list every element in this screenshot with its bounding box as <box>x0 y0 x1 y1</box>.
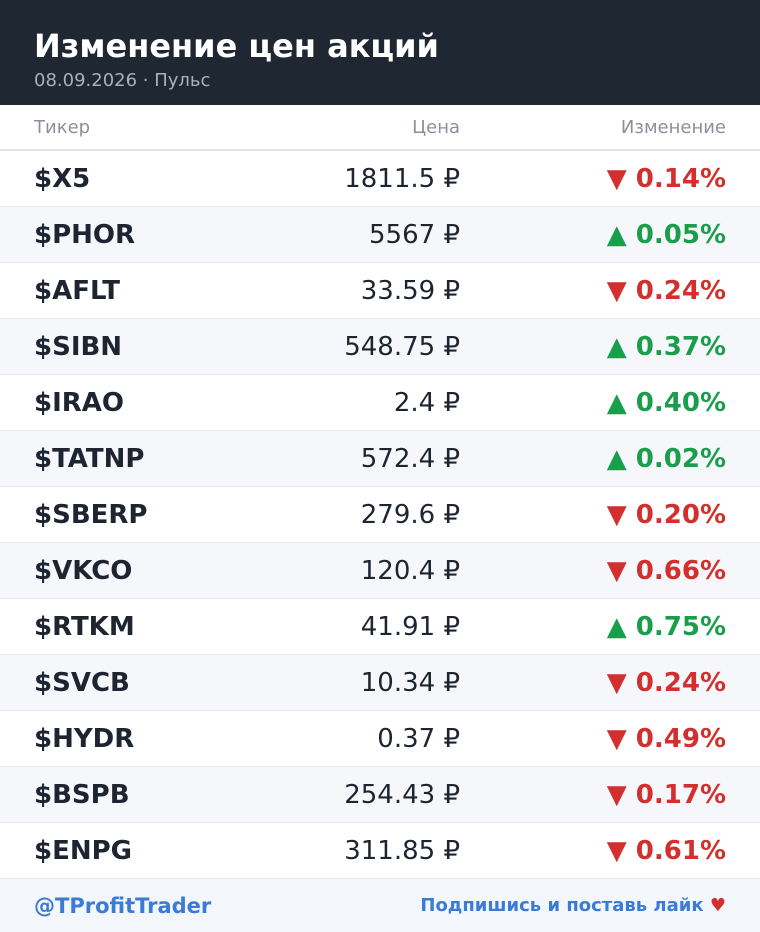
table-row: $SVCB 10.34 ₽ ▼ 0.24% <box>0 655 760 711</box>
ticker: $X5 <box>34 163 91 194</box>
ticker: $VKCO <box>34 555 133 586</box>
change-arrow: ▲ <box>606 219 627 250</box>
change-value: 0.40% <box>635 387 726 418</box>
change-arrow: ▼ <box>606 835 627 866</box>
column-header: Цена <box>412 116 460 138</box>
table-row: $ENPG 311.85 ₽ ▼ 0.61% <box>0 823 760 879</box>
change-value: 0.37% <box>635 331 726 362</box>
price: 311.85 ₽ <box>344 835 460 866</box>
header: Изменение цен акций 08.09.2026 · Пульс <box>0 0 760 105</box>
table-row: $HYDR 0.37 ₽ ▼ 0.49% <box>0 711 760 767</box>
change-arrow: ▼ <box>606 667 627 698</box>
subtitle: 08.09.2026 · Пульс <box>34 70 211 91</box>
change-arrow: ▼ <box>606 163 627 194</box>
change-value: 0.14% <box>635 163 726 194</box>
table-row: $SBERP 279.6 ₽ ▼ 0.20% <box>0 487 760 543</box>
price: 254.43 ₽ <box>344 779 460 810</box>
change-arrow: ▲ <box>606 611 627 642</box>
change-value: 0.75% <box>635 611 726 642</box>
change: ▲ 0.75% <box>460 612 726 642</box>
change: ▲ 0.02% <box>460 444 726 474</box>
ticker: $HYDR <box>34 723 135 754</box>
change: ▲ 0.37% <box>460 332 726 362</box>
change: ▼ 0.14% <box>460 164 726 194</box>
price: 5567 ₽ <box>369 219 460 250</box>
ticker: $TATNP <box>34 443 145 474</box>
change-arrow: ▼ <box>606 555 627 586</box>
table-row: $TATNP 572.4 ₽ ▲ 0.02% <box>0 431 760 487</box>
ticker: $PHOR <box>34 219 136 250</box>
change: ▼ 0.49% <box>460 724 726 754</box>
handle[interactable]: @TProfitTrader <box>34 893 212 918</box>
price: 279.6 ₽ <box>360 499 460 530</box>
table-row: $BSPB 254.43 ₽ ▼ 0.17% <box>0 767 760 823</box>
change-arrow: ▼ <box>606 723 627 754</box>
price: 10.34 ₽ <box>360 667 460 698</box>
heart: ♥ <box>709 895 726 916</box>
ticker: $BSPB <box>34 779 130 810</box>
ticker: $RTKM <box>34 611 135 642</box>
table: Тикер Цена Изменение $X5 1811.5 ₽ ▼ 0.14% $… <box>0 105 760 879</box>
table-row: $PHOR 5567 ₽ ▲ 0.05% <box>0 207 760 263</box>
change-arrow: ▼ <box>606 275 627 306</box>
table-header: Тикер Цена Изменение <box>0 105 760 151</box>
title: Изменение цен акций <box>34 27 439 65</box>
cta-text: Подпишись и поставь лайк <box>420 895 704 916</box>
change: ▼ 0.17% <box>460 780 726 810</box>
change-value: 0.02% <box>635 443 726 474</box>
table-row: $RTKM 41.91 ₽ ▲ 0.75% <box>0 599 760 655</box>
change: ▼ 0.66% <box>460 556 726 586</box>
change-arrow: ▲ <box>606 331 627 362</box>
change-value: 0.24% <box>635 667 726 698</box>
change-value: 0.24% <box>635 275 726 306</box>
price: 548.75 ₽ <box>344 331 460 362</box>
price: 0.37 ₽ <box>377 723 460 754</box>
change-value: 0.17% <box>635 779 726 810</box>
table-row: $VKCO 120.4 ₽ ▼ 0.66% <box>0 543 760 599</box>
table-row: $AFLT 33.59 ₽ ▼ 0.24% <box>0 263 760 319</box>
change-value: 0.05% <box>635 219 726 250</box>
change: ▼ 0.20% <box>460 500 726 530</box>
change: ▼ 0.24% <box>460 668 726 698</box>
change: ▲ 0.05% <box>460 220 726 250</box>
price: 33.59 ₽ <box>360 275 460 306</box>
column-header: Изменение <box>620 116 726 138</box>
call-to-action: Подпишись и поставь лайк ♥ <box>420 895 726 916</box>
change: ▲ 0.40% <box>460 388 726 418</box>
table-row: $SIBN 548.75 ₽ ▲ 0.37% <box>0 319 760 375</box>
ticker: $IRAO <box>34 387 125 418</box>
change-arrow: ▼ <box>606 779 627 810</box>
change-value: 0.61% <box>635 835 726 866</box>
change-value: 0.20% <box>635 499 726 530</box>
change-arrow: ▲ <box>606 443 627 474</box>
ticker: $SIBN <box>34 331 123 362</box>
change-arrow: ▲ <box>606 387 627 418</box>
change: ▼ 0.24% <box>460 276 726 306</box>
column-header: Тикер <box>34 116 91 138</box>
ticker: $ENPG <box>34 835 133 866</box>
table-row: $X5 1811.5 ₽ ▼ 0.14% <box>0 151 760 207</box>
change-arrow: ▼ <box>606 499 627 530</box>
ticker: $AFLT <box>34 275 120 306</box>
price: 41.91 ₽ <box>360 611 460 642</box>
ticker: $SVCB <box>34 667 130 698</box>
price: 2.4 ₽ <box>393 387 460 418</box>
price: 1811.5 ₽ <box>344 163 460 194</box>
ticker: $SBERP <box>34 499 148 530</box>
change-value: 0.66% <box>635 555 726 586</box>
price: 120.4 ₽ <box>360 555 460 586</box>
table-row: $IRAO 2.4 ₽ ▲ 0.40% <box>0 375 760 431</box>
change: ▼ 0.61% <box>460 836 726 866</box>
footer: @TProfitTrader Подпишись и поставь лайк … <box>0 879 760 932</box>
price: 572.4 ₽ <box>360 443 460 474</box>
change-value: 0.49% <box>635 723 726 754</box>
